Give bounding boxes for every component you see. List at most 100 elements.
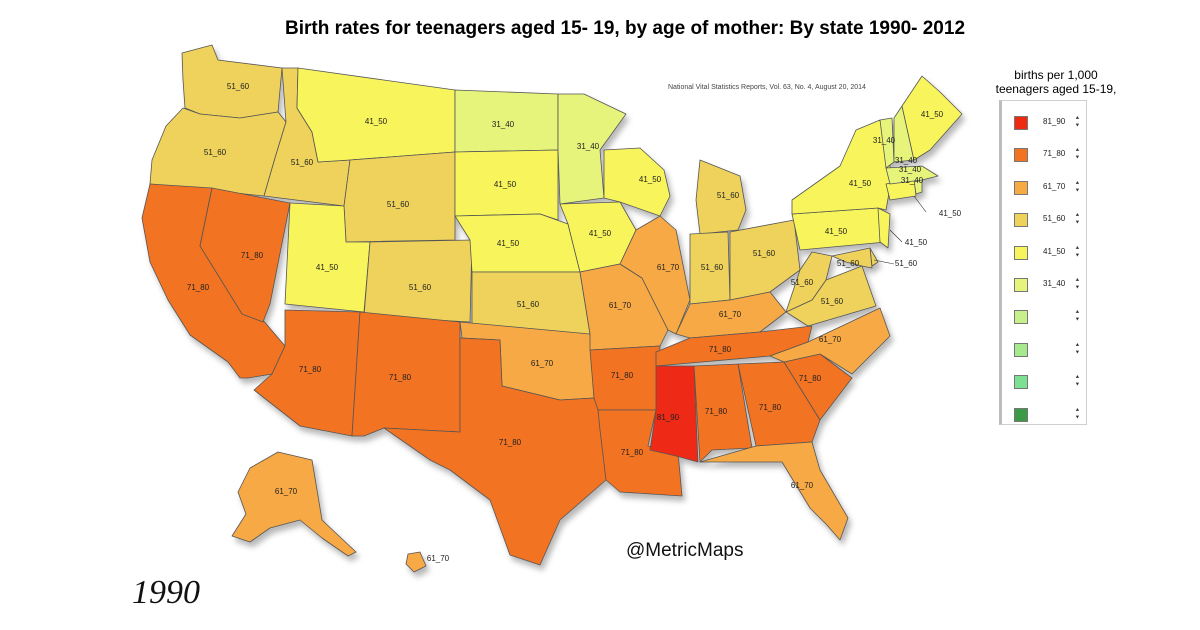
leader-line: [889, 229, 903, 243]
state-nc[interactable]: [769, 307, 891, 375]
state-wi[interactable]: [603, 147, 671, 217]
source-citation: National Vital Statistics Reports, Vol. …: [668, 84, 866, 91]
sort-arrows-icon[interactable]: ⯅ ⯆: [1075, 342, 1080, 356]
sort-arrows-icon[interactable]: ⯅ ⯆: [1075, 116, 1080, 129]
state-tx[interactable]: [383, 337, 607, 566]
state-value-label: 41_50: [316, 263, 339, 272]
legend-label: 51_60: [1043, 214, 1066, 224]
legend-swatch: [1014, 407, 1028, 422]
state-ny[interactable]: [791, 119, 893, 215]
sort-arrows-icon[interactable]: ⯅ ⯆: [1075, 375, 1080, 389]
state-value-label: 41_50: [365, 117, 388, 126]
state-value-label: 31_40: [899, 165, 922, 174]
state-value-label: 31_40: [873, 136, 896, 145]
sort-arrows-icon[interactable]: ⯅ ⯆: [1075, 245, 1080, 259]
state-value-label: 51_60: [204, 148, 227, 157]
state-value-label: 71_80: [705, 407, 728, 416]
legend-item: 51_60 ⯅ ⯆: [1014, 211, 1084, 231]
legend-item: 31_40 ⯅ ⯆: [1014, 276, 1084, 296]
state-al[interactable]: [693, 363, 753, 463]
state-mt[interactable]: [296, 67, 456, 163]
state-value-label: 51_60: [701, 263, 724, 272]
sort-arrows-icon[interactable]: ⯅ ⯆: [1075, 213, 1080, 227]
state-value-label: 61_70: [791, 481, 814, 490]
legend-swatch: [1014, 180, 1028, 195]
state-value-label: 41_50: [849, 179, 872, 188]
state-la[interactable]: [597, 409, 683, 497]
state-value-label: 41_50: [497, 239, 520, 248]
legend-title-line2: teenagers aged 15-19,: [995, 82, 1117, 96]
sort-arrows-icon[interactable]: ⯅ ⯆: [1075, 310, 1080, 324]
state-ga[interactable]: [737, 361, 821, 447]
legend-panel: 81_90 ⯅ ⯆ 71_80 ⯅ ⯆ 61_70 ⯅ ⯆ 51_60 ⯅ ⯆ 41_50 ⯅ ⯆ 31_40…: [999, 100, 1087, 425]
legend-label: 71_80: [1043, 149, 1066, 159]
state-value-label: 71_80: [499, 438, 522, 447]
legend-swatch: [1014, 148, 1028, 163]
state-wv[interactable]: [785, 251, 833, 313]
legend-item: 41_50 ⯅ ⯆: [1014, 244, 1084, 264]
year-label: 1990: [132, 574, 200, 611]
state-value-label: 71_80: [621, 448, 644, 457]
sort-arrows-icon[interactable]: ⯅ ⯆: [1075, 278, 1080, 291]
state-md[interactable]: [831, 247, 873, 269]
legend-title: births per 1,000 teenagers aged 15-19,: [966, 68, 1146, 96]
map-title: Birth rates for teenagers aged 15- 19, b…: [284, 18, 966, 39]
state-value-label: 71_80: [799, 374, 822, 383]
legend-label: 81_90: [1043, 117, 1066, 126]
legend-item: ⯅ ⯆: [1014, 373, 1084, 393]
legend-swatch: [1014, 310, 1028, 325]
state-value-label: 31_40: [901, 176, 924, 185]
state-value-label: 81_90: [657, 413, 680, 422]
state-value-label: 41_50: [589, 229, 612, 238]
state-nj[interactable]: [877, 207, 891, 249]
state-value-label: 31_40: [577, 142, 600, 151]
state-me[interactable]: [901, 75, 963, 161]
state-wy[interactable]: [343, 151, 456, 243]
state-mn[interactable]: [557, 93, 627, 205]
state-ma[interactable]: [885, 165, 939, 185]
state-value-label: 51_60: [791, 278, 814, 287]
state-value-label: 61_70: [657, 263, 680, 272]
state-value-label: 61_70: [719, 310, 742, 319]
legend-swatch: [1014, 278, 1028, 292]
state-value-label: 61_70: [531, 359, 554, 368]
legend-swatch: [1014, 375, 1028, 390]
sort-arrows-icon[interactable]: ⯅ ⯆: [1075, 148, 1080, 162]
legend-item: 81_90 ⯅ ⯆: [1014, 114, 1084, 134]
state-value-label: 61_70: [609, 301, 632, 310]
state-hi[interactable]: [405, 551, 427, 573]
state-value-label: 61_70: [427, 554, 450, 563]
state-value-label: 71_80: [759, 403, 782, 412]
state-fl[interactable]: [699, 441, 849, 541]
state-value-label: 51_60: [387, 200, 410, 209]
state-value-label: 41_50: [921, 110, 944, 119]
sort-arrows-icon[interactable]: ⯅ ⯆: [1075, 407, 1080, 421]
state-value-label: 71_80: [611, 371, 634, 380]
watermark: @MetricMaps: [626, 540, 744, 561]
state-value-label: 51_60: [291, 158, 314, 167]
state-co[interactable]: [363, 239, 473, 323]
sort-arrows-icon[interactable]: ⯅ ⯆: [1075, 180, 1080, 194]
state-oh[interactable]: [729, 219, 801, 301]
state-value-label: 71_80: [241, 251, 264, 260]
legend-item: ⯅ ⯆: [1014, 308, 1084, 328]
state-tn[interactable]: [655, 325, 813, 367]
state-value-label: 61_70: [275, 487, 298, 496]
state-value-label: 41_50: [825, 227, 848, 236]
state-value-label: 51_60: [717, 191, 740, 200]
legend-label: 31_40: [1043, 279, 1066, 288]
legend-title-line1: births per 1,000: [1014, 68, 1098, 82]
leader-line: [873, 259, 895, 265]
state-value-label: 41_50: [905, 238, 928, 247]
legend-swatch: [1014, 342, 1028, 357]
state-value-label: 31_40: [492, 120, 515, 129]
state-value-label: 51_60: [517, 300, 540, 309]
legend-label: 61_70: [1043, 181, 1066, 191]
legend-swatch: [1014, 213, 1028, 228]
state-value-label: 51_60: [837, 259, 860, 268]
state-value-label: 51_60: [821, 297, 844, 306]
state-value-label: 51_60: [895, 259, 918, 268]
legend-swatch: [1014, 116, 1028, 130]
state-mi[interactable]: [695, 159, 747, 235]
state-ak[interactable]: [231, 451, 357, 557]
